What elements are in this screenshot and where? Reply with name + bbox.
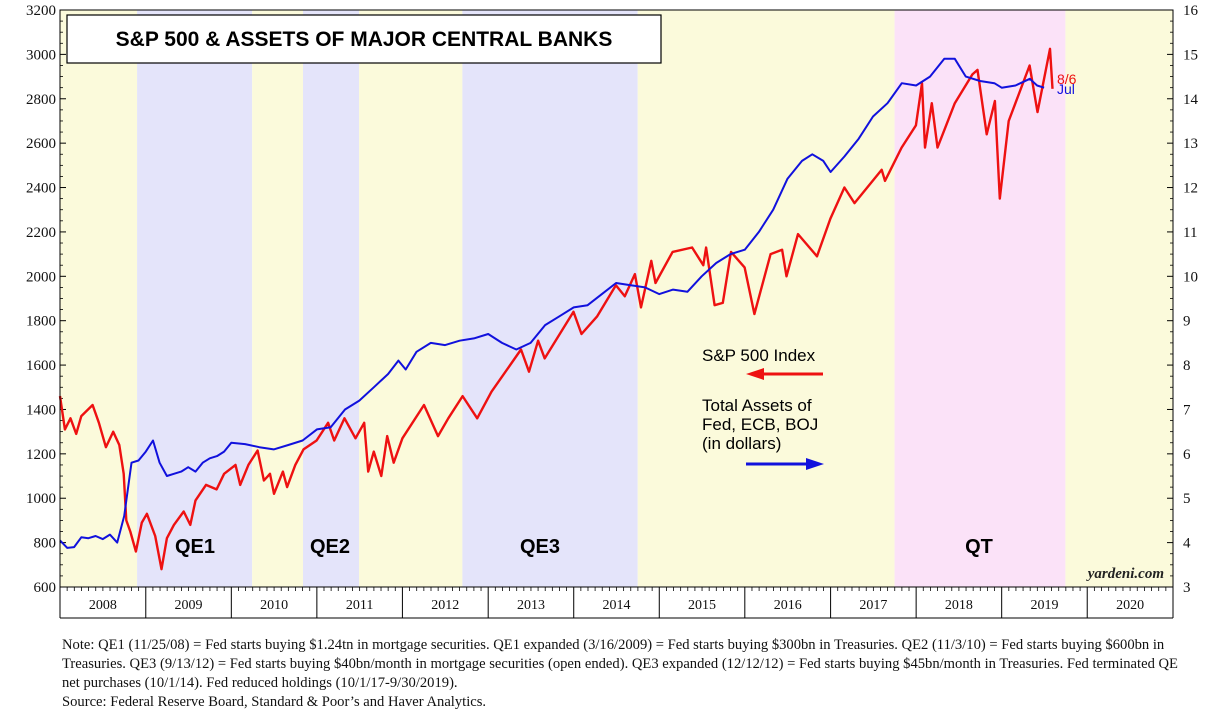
legend-sp500-label: S&P 500 Index	[702, 346, 816, 365]
year-label: 2009	[175, 598, 203, 613]
shaded-period-gap-2	[252, 10, 304, 587]
legend-assets-label: Total Assets of Fed, ECB, BOJ (in dollar…	[702, 396, 823, 453]
year-label: 2011	[346, 598, 373, 613]
legend-assets-arrow	[746, 458, 824, 470]
left-tick-label: 1600	[26, 358, 56, 374]
chart: 600 800 1000 1200 1400 1600 1800 2000 2200 2400 26…	[26, 3, 1199, 619]
left-tick-label: 1400	[26, 402, 56, 418]
year-label: 2013	[517, 598, 545, 613]
left-tick-label: 2400	[26, 181, 56, 197]
right-tick-label: 13	[1183, 136, 1198, 152]
shaded-period-qe2	[303, 10, 360, 587]
central-bank-assets-line	[59, 57, 1045, 549]
source-text: Source: Federal Reserve Board, Standard …	[62, 694, 487, 710]
period-label-qt: QT	[965, 536, 993, 558]
year-label: 2016	[774, 598, 802, 613]
assets-end-label: Jul	[1057, 81, 1075, 97]
right-tick-label: 12	[1183, 181, 1198, 197]
right-tick-label: 5	[1183, 491, 1191, 507]
year-label: 2012	[431, 598, 459, 613]
note-text: Note: QE1 (11/25/08) = Fed starts buying…	[62, 637, 1178, 691]
year-label: 2018	[945, 598, 973, 613]
period-label-qe1: QE1	[175, 536, 215, 558]
left-tick-label: 3000	[26, 47, 56, 63]
shaded-period-gap-4	[359, 10, 463, 587]
year-label: 2008	[89, 598, 117, 613]
shaded-period-gap-6	[637, 10, 895, 587]
left-tick-label: 1800	[26, 314, 56, 330]
series-lines	[58, 47, 1054, 571]
right-tick-label: 7	[1183, 402, 1191, 418]
shaded-period-gap-8	[1065, 10, 1173, 587]
right-tick-label: 8	[1183, 358, 1191, 374]
right-tick-label: 15	[1183, 47, 1198, 63]
plot-frame	[59, 9, 1174, 588]
right-tick-label: 9	[1183, 314, 1191, 330]
left-tick-label: 800	[34, 536, 57, 552]
right-tick-label: 6	[1183, 447, 1191, 463]
right-tick-label: 14	[1183, 92, 1199, 108]
legend-assets-line-2: Fed, ECB, BOJ	[702, 415, 818, 434]
year-label: 2010	[260, 598, 288, 613]
chart-title: S&P 500 & ASSETS OF MAJOR CENTRAL BANKS	[116, 28, 613, 51]
left-tick-label: 2600	[26, 136, 56, 152]
year-label: 2020	[1116, 598, 1144, 613]
period-label-qe3: QE3	[520, 536, 560, 558]
sp500-end-label: 8/6	[1057, 71, 1077, 87]
right-tick-label: 11	[1183, 225, 1197, 241]
year-label: 2015	[688, 598, 716, 613]
credit-label: yardeni.com	[1086, 566, 1164, 582]
shaded-period-qe3	[462, 10, 638, 587]
legend-sp500-arrow	[746, 368, 823, 380]
right-tick-label: 4	[1183, 536, 1191, 552]
axis-labels: 600 800 1000 1200 1400 1600 1800 2000 2200 2400 26…	[26, 3, 1199, 613]
sp500-line	[58, 47, 1054, 571]
year-label: 2019	[1030, 598, 1058, 613]
shaded-periods	[60, 10, 1173, 587]
right-tick-label: 3	[1183, 580, 1191, 596]
left-tick-label: 3200	[26, 3, 56, 19]
right-tick-label: 10	[1183, 269, 1198, 285]
title-box	[66, 14, 662, 64]
left-tick-label: 2200	[26, 225, 56, 241]
left-tick-label: 2000	[26, 269, 56, 285]
left-tick-label: 600	[34, 580, 57, 596]
shaded-period-qe1	[137, 10, 253, 587]
footnote: Note: QE1 (11/25/08) = Fed starts buying…	[62, 636, 1182, 712]
left-tick-label: 2800	[26, 92, 56, 108]
period-label-qe2: QE2	[310, 536, 350, 558]
year-label: 2017	[859, 598, 887, 613]
legend-assets-line-3: (in dollars)	[702, 434, 781, 453]
left-tick-label: 1000	[26, 491, 56, 507]
right-tick-label: 16	[1183, 3, 1199, 19]
year-label: 2014	[603, 598, 631, 613]
left-tick-label: 1200	[26, 447, 56, 463]
legend-assets-line-1: Total Assets of	[702, 396, 812, 415]
